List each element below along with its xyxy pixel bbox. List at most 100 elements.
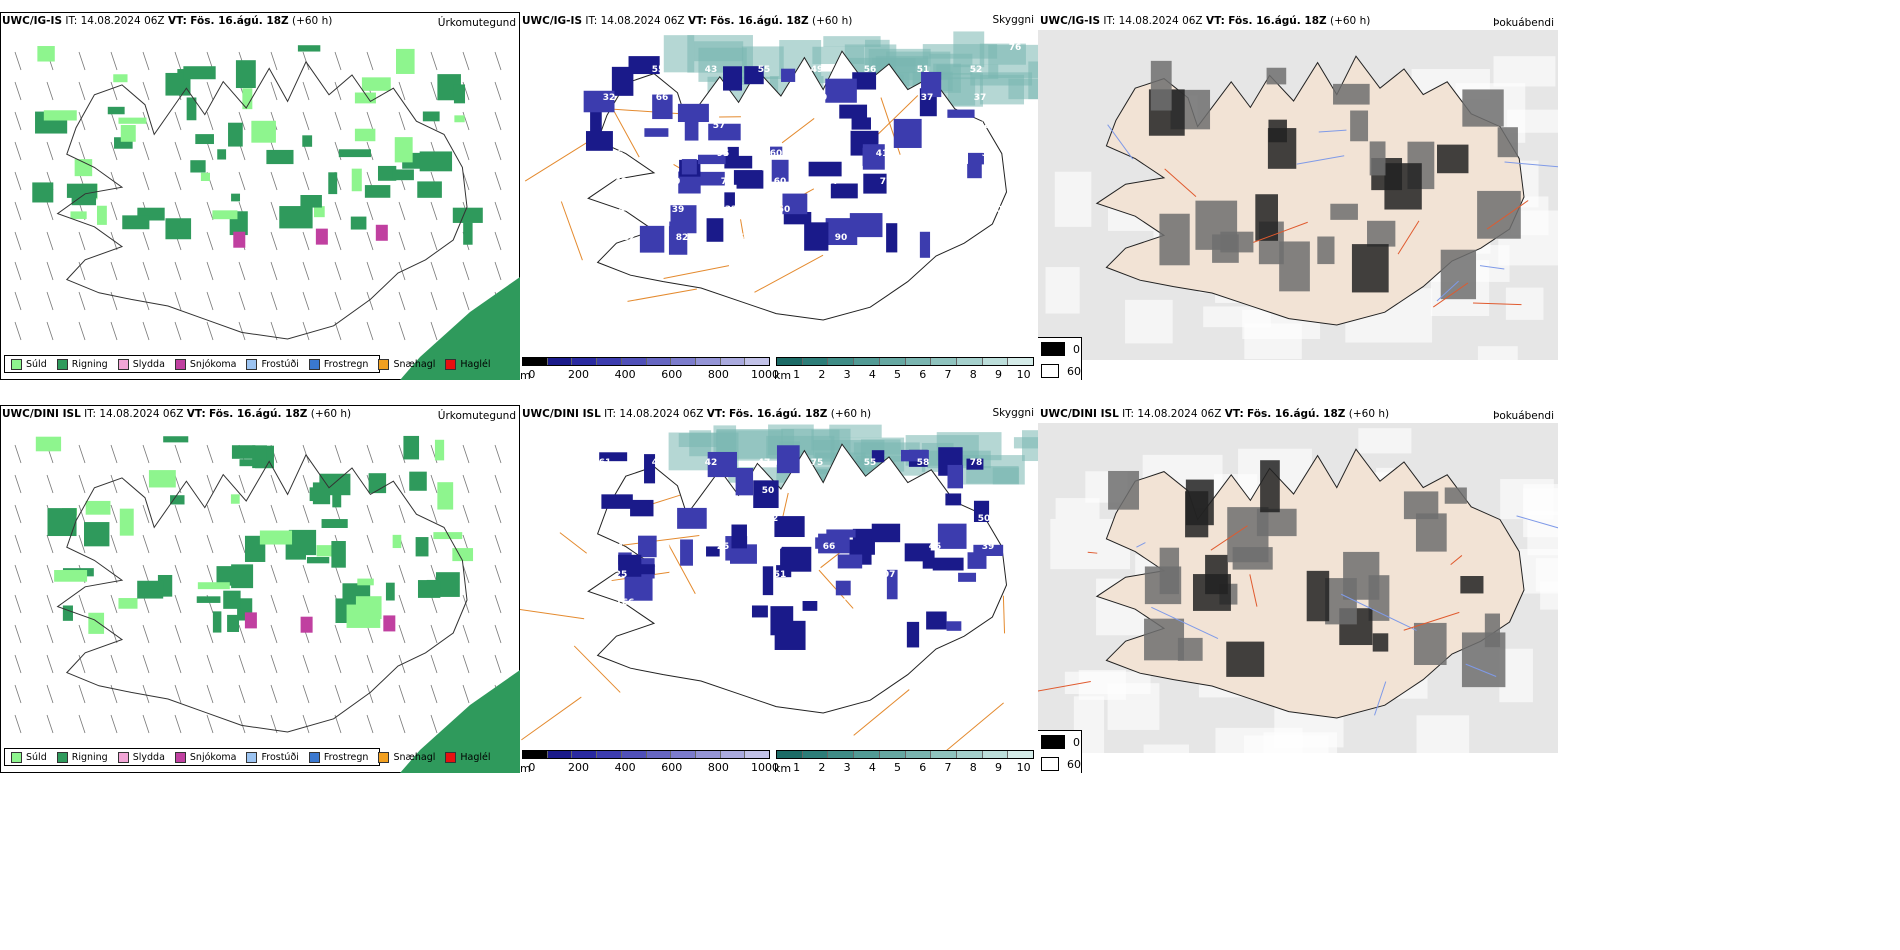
fog-cell [1369, 141, 1386, 176]
cloud-base-value: 19 [664, 149, 677, 159]
precip-cell [415, 537, 429, 557]
wind-barb [110, 474, 118, 494]
cloud-base-cell [677, 507, 707, 529]
wind-barb [334, 111, 342, 131]
cloud-base-value: 37 [921, 486, 934, 496]
fog-legend-item: 0 [1038, 338, 1081, 360]
precip-cell [288, 529, 317, 556]
wind-barb [14, 684, 22, 704]
cloud-base-cell [624, 575, 653, 601]
wind-barb [462, 111, 470, 131]
cloud-base-value: 25 [717, 542, 730, 552]
colorbar-cell [802, 358, 829, 365]
colorbar-cell [621, 358, 647, 365]
wind-barb [142, 684, 150, 704]
wind-barb [430, 201, 438, 221]
cloud-base-height-colorbar: m 0 200 400 600 800 1000 [520, 357, 779, 380]
precip-cell [312, 482, 331, 505]
cloud-height-map: 57 55 43 55 49 56 51 52 32 66 52 42 39 39 37 37 37 61 57 76… [524, 31, 1038, 321]
colorbar-tick-label: 1 [793, 761, 801, 773]
precip-cell [227, 614, 240, 632]
cloud-base-value: 37 [974, 93, 987, 103]
road [1087, 551, 1098, 554]
wind-barb [174, 111, 182, 131]
wind-barb [110, 444, 118, 464]
road [853, 689, 910, 736]
legend-label: Slydda [132, 751, 165, 763]
wind-barb [174, 624, 182, 644]
colorbar-cell [646, 751, 672, 758]
wind-barb [142, 291, 150, 311]
cloud-base-cell [808, 161, 842, 177]
visibility-value: 76 [1009, 43, 1022, 53]
wind-barb [14, 624, 22, 644]
cloud-base-value: 70 [990, 205, 1003, 215]
fog-field [1507, 109, 1558, 133]
legend-item: Rigning [56, 358, 108, 370]
wind-barb [430, 654, 438, 674]
cloud-base-value: 61 [660, 121, 673, 131]
cloud-base-value: 126 [775, 598, 794, 608]
cloud-base-value: 42 [615, 177, 628, 187]
wind-barb [302, 291, 310, 311]
wind-barb [334, 564, 342, 584]
wind-barb [78, 141, 86, 161]
legend-item: Súld [11, 358, 47, 370]
wind-barb [270, 81, 278, 101]
wind-barb [270, 291, 278, 311]
wind-barb [14, 321, 22, 341]
wind-barb [398, 474, 406, 494]
wind-barb [14, 141, 22, 161]
wind-barb [78, 231, 86, 251]
cloud-base-value: 95 [717, 149, 730, 159]
valid-time: Fös. 16.ágú. 18Z [209, 408, 308, 420]
wind-barb [430, 534, 438, 554]
legend-item: Snjókoma [174, 751, 236, 763]
road [1164, 168, 1197, 198]
init-time: 14.08.2024 06Z [1118, 15, 1203, 27]
colorbar-cell [982, 358, 1009, 365]
cloud-base-value: 66 [819, 121, 832, 131]
cloud-base-cell [774, 516, 805, 538]
legend-item: Slydda [117, 358, 165, 370]
cloud-base-cell [644, 128, 669, 137]
precip-cell [196, 596, 221, 603]
wind-barb [206, 654, 214, 674]
fog-legend-label: 60 [1067, 757, 1081, 771]
wind-barb [430, 714, 438, 734]
colorbar-tick-label: 2 [818, 368, 826, 380]
wind-barb [270, 51, 278, 71]
wind-barb [334, 654, 342, 674]
cloud-base-value: 40 [668, 177, 681, 187]
wind-barb [302, 321, 310, 341]
wind-barb [46, 141, 54, 161]
precip-cell [216, 566, 236, 586]
wind-barb [78, 321, 86, 341]
cloud-base-value: 44 [652, 458, 665, 468]
precip-cell [230, 494, 240, 504]
colorbar-cell [828, 358, 855, 365]
visibility-cell [766, 435, 835, 459]
panel-header: UWC/IG-IS IT: 14.08.2024 06Z VT: Fös. 16… [522, 15, 852, 27]
river [1296, 155, 1345, 165]
colorbar-cell [931, 358, 957, 365]
wind-barb [174, 654, 182, 674]
colorbar-tick-label: 7 [944, 368, 952, 380]
cloud-base-value: 45 [929, 542, 942, 552]
fog-cell [1279, 241, 1310, 292]
precip-cell [266, 149, 294, 165]
snow-cell [244, 612, 257, 629]
colorbar-tick-label: 10 [1016, 368, 1031, 380]
wind-barb [238, 474, 246, 494]
fog-cell [1232, 547, 1273, 570]
wind-barb [14, 504, 22, 524]
fog-field [1358, 428, 1412, 454]
road [740, 219, 745, 239]
colorbar-cell [597, 751, 622, 758]
fog-legend-item: 60 [1038, 753, 1081, 773]
cloud-base-cell [727, 146, 739, 168]
fog-legend-label: 0 [1073, 342, 1080, 356]
precip-cell [231, 193, 241, 202]
cloud-base-cell [611, 66, 634, 96]
wind-barb [462, 141, 470, 161]
